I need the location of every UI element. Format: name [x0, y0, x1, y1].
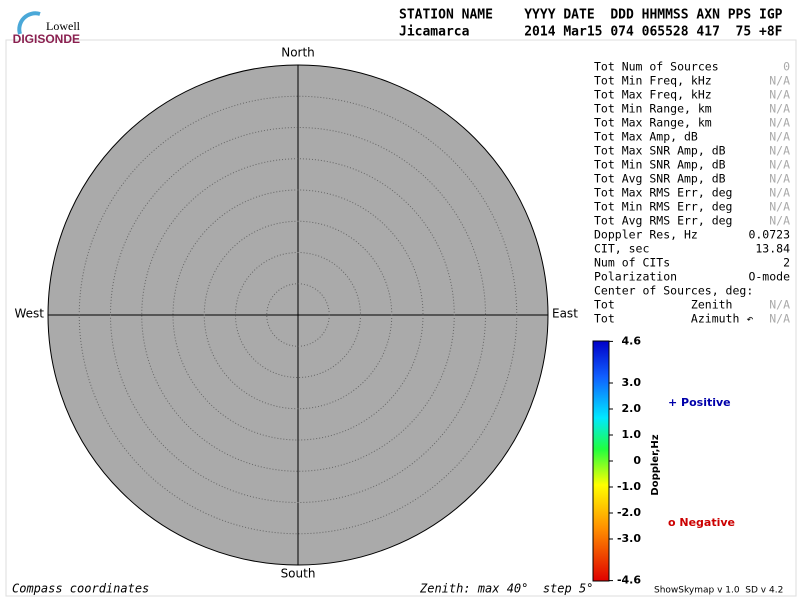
logo-top: Lowell [46, 19, 81, 33]
colorbar-tick-label: 4.6 [622, 334, 642, 347]
compass-label: North [281, 46, 315, 60]
colorbar-tick-label: 1.0 [622, 428, 642, 441]
zenith-ring [172, 189, 424, 441]
stat-value: N/A [769, 158, 790, 172]
stat-label: Tot Min SNR Amp, dB [594, 158, 726, 172]
stat-value: 13.84 [755, 242, 790, 256]
header-line: Jicamarca 2014 Mar15 074 065528 417 75 +… [399, 25, 783, 40]
stat-value: N/A [769, 200, 790, 214]
stat-value: N/A [769, 186, 790, 200]
zenith-ring [235, 252, 361, 378]
compass-label: West [14, 307, 44, 321]
stat-value: 2 [783, 256, 790, 270]
stat-value: N/A [769, 312, 790, 326]
colorbar-tick-label: 3.0 [622, 376, 642, 389]
colorbar-tick-label: 2.0 [622, 402, 642, 415]
stat-label: Tot Min Range, km [594, 102, 712, 116]
stat-value: N/A [769, 172, 790, 186]
stat-label: Tot Azimuth ↶ [594, 312, 753, 326]
header-line: STATION NAME YYYY DATE DDD HHMMSS AXN PP… [399, 8, 783, 23]
stat-label: Tot Max Freq, kHz [594, 88, 712, 102]
stat-label: Tot Zenith [594, 298, 732, 312]
colorbar [592, 340, 610, 582]
stat-label: Tot Max Amp, dB [594, 130, 698, 144]
colorbar-tick-label: -4.6 [617, 574, 641, 587]
legend-positive: + Positive [668, 396, 731, 409]
stat-value: N/A [769, 116, 790, 130]
stat-label: Num of CITs [594, 256, 670, 270]
logo-bottom: DIGISONDE [13, 32, 80, 46]
zenith-ring [141, 158, 455, 472]
stat-label: Tot Num of Sources [594, 60, 719, 74]
footer-right: ShowSkymap v 1.0 SD v 4.2 [654, 586, 783, 596]
colorbar-tick-label: -1.0 [617, 480, 641, 493]
stat-value: O-mode [748, 270, 790, 284]
colorbar-tick-label: -2.0 [617, 506, 641, 519]
compass-label: South [281, 567, 316, 581]
logo-arc [17, 11, 41, 35]
stat-label: Tot Min RMS Err, deg [594, 200, 732, 214]
compass-label: East [552, 307, 578, 321]
stat-value: N/A [769, 130, 790, 144]
stat-label: CIT, sec [594, 242, 649, 256]
stat-value: 0.0723 [748, 228, 790, 242]
stat-label: Tot Max Range, km [594, 116, 712, 130]
stat-label: Doppler Res, Hz [594, 228, 698, 242]
footer-left: Compass coordinates [12, 582, 149, 596]
stat-label: Tot Avg RMS Err, deg [594, 214, 732, 228]
stat-value: N/A [769, 102, 790, 116]
zenith-ring [266, 283, 330, 347]
stat-value: N/A [769, 88, 790, 102]
stat-value: N/A [769, 214, 790, 228]
stat-label: Tot Min Freq, kHz [594, 74, 712, 88]
stat-value: 0 [783, 60, 790, 74]
frame [5, 39, 797, 597]
stat-value: N/A [769, 74, 790, 88]
stat-label: Center of Sources, deg: [594, 284, 753, 298]
stat-label: Tot Avg SNR Amp, dB [594, 172, 726, 186]
stat-label: Tot Max RMS Err, deg [594, 186, 732, 200]
stat-value: N/A [769, 144, 790, 158]
zenith-ring [110, 127, 486, 503]
colorbar-tick-label: -3.0 [617, 532, 641, 545]
footer-middle: Zenith: max 40° step 5° [419, 582, 593, 596]
stat-value: N/A [769, 298, 790, 312]
legend-negative: o Negative [668, 516, 735, 529]
sky-plot [47, 64, 549, 566]
zenith-ring [78, 95, 518, 535]
zenith-ring [203, 220, 393, 410]
colorbar-label: Doppler,Hz [650, 434, 661, 495]
stat-label: Polarization [594, 270, 677, 284]
colorbar-tick-label: 0 [633, 454, 641, 467]
stat-label: Tot Max SNR Amp, dB [594, 144, 726, 158]
